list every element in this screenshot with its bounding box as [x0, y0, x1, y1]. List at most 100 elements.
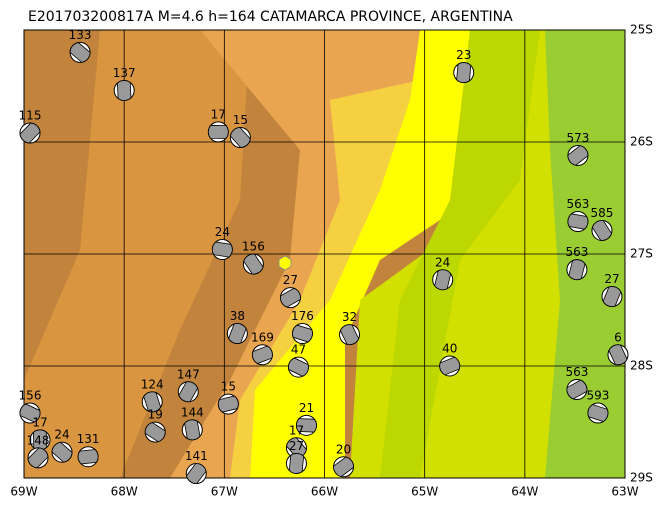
depth-label: 593: [587, 389, 610, 403]
beachball-lobe: [288, 357, 309, 377]
beachball: [144, 421, 166, 443]
beachball-lobe: [567, 213, 589, 230]
depth-label: 15: [221, 380, 236, 394]
beachball: [229, 127, 251, 149]
beachball-lobe: [434, 269, 452, 291]
depth-label: 563: [566, 197, 589, 211]
beachball-lobe: [207, 124, 229, 139]
beachball: [51, 441, 73, 463]
beachball-lobe: [228, 323, 247, 344]
depth-label: 124: [141, 377, 164, 391]
beachball: [177, 381, 199, 403]
depth-label: 32: [342, 310, 357, 324]
x-tick-label: 68W: [111, 485, 138, 499]
depth-label: 156: [242, 240, 265, 254]
depth-label: 133: [69, 28, 92, 42]
depth-label: 21: [299, 401, 314, 415]
beachball-lobe: [243, 253, 264, 275]
x-tick-label: 65W: [411, 485, 438, 499]
depth-label: 585: [591, 206, 614, 220]
depth-label: 17: [211, 107, 226, 121]
beachball-lobe: [288, 453, 305, 474]
beachball: [251, 344, 273, 366]
beachball-lobe: [339, 324, 360, 346]
beachball: [185, 463, 207, 485]
y-tick-label: 25S: [630, 23, 653, 37]
beachball-lobe: [144, 422, 166, 443]
beachball-lobe: [591, 220, 612, 241]
beachball: [207, 121, 229, 143]
depth-label: 563: [565, 245, 588, 259]
beachball: [181, 419, 203, 441]
depth-label: 137: [113, 66, 136, 80]
beachball: [113, 79, 135, 101]
epicenter: [278, 255, 292, 271]
frame: [23, 29, 626, 479]
x-tick-label: 66W: [311, 485, 338, 499]
depth-label: 15: [233, 113, 248, 127]
depth-label: 131: [77, 432, 100, 446]
beachball-lobe: [608, 344, 628, 366]
beachball-lobe: [280, 287, 301, 308]
beachball: [601, 286, 623, 308]
beachball-lobe: [77, 449, 99, 465]
beachball-lobe: [296, 418, 317, 433]
depth-label: 20: [336, 442, 351, 456]
beachball-lobe: [292, 324, 313, 343]
beachball-lobe: [19, 403, 41, 423]
beachball-lobe: [439, 356, 461, 376]
x-tick-label: 64W: [511, 485, 538, 499]
depth-label: 24: [435, 255, 450, 269]
beachball-lobe: [566, 379, 588, 400]
beachball: [19, 122, 41, 144]
beachball-lobe: [568, 259, 586, 281]
beachball: [211, 239, 233, 261]
beachball: [566, 259, 588, 281]
beachball: [607, 344, 629, 366]
depth-label: 176: [291, 309, 314, 323]
beachball: [567, 211, 589, 233]
beachball: [432, 269, 454, 291]
depth-label: 38: [230, 309, 245, 323]
beachball: [29, 429, 51, 451]
depth-label: 169: [251, 330, 274, 344]
beachball: [279, 287, 301, 309]
beachball-lobe: [27, 447, 49, 469]
depth-label: 144: [181, 405, 204, 419]
beachball-lobe: [211, 241, 233, 258]
beachball: [567, 144, 589, 166]
beachball-lobe: [230, 127, 251, 148]
beachball-lobe: [69, 42, 91, 63]
depth-label: 147: [177, 367, 200, 381]
beachball: [333, 456, 355, 478]
depth-label: 6: [614, 330, 622, 344]
depth-label: 24: [215, 225, 230, 239]
beachball: [291, 323, 313, 345]
y-tick-label: 27S: [630, 247, 653, 261]
beachball-lobe: [178, 381, 199, 403]
depth-label: 156: [19, 389, 42, 403]
y-tick-label: 29S: [630, 471, 653, 485]
beachball: [285, 452, 307, 474]
beachball-lobe: [184, 419, 201, 441]
depth-label: 23: [456, 48, 471, 62]
beachball-lobe: [116, 80, 132, 101]
x-tick-label: 67W: [211, 485, 238, 499]
beachball: [141, 391, 163, 413]
beachball: [77, 446, 99, 468]
beachball: [287, 356, 309, 378]
beachball-lobe: [456, 62, 472, 83]
beachball: [439, 355, 461, 377]
depth-label: 19: [148, 408, 163, 422]
beachball-lobe: [143, 391, 162, 413]
y-tick-label: 28S: [630, 359, 653, 373]
beachball: [587, 402, 609, 424]
depth-label: 17: [32, 415, 47, 429]
depth-label: 573: [566, 131, 589, 145]
beachball: [226, 323, 248, 345]
beachball-lobe: [587, 404, 609, 422]
x-tick-label: 69W: [10, 485, 37, 499]
beachball: [217, 393, 239, 415]
